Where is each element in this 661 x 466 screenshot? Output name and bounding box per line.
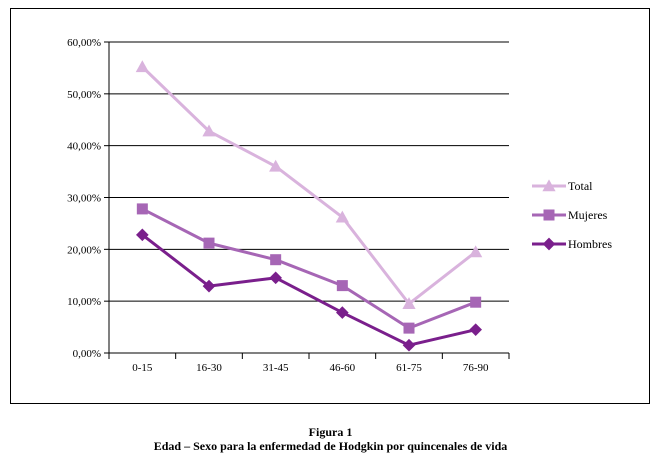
y-tick-label: 40,00% — [67, 141, 101, 153]
data-point-mujeres — [470, 296, 482, 308]
data-point-total — [202, 124, 216, 137]
series-line-mujeres — [141, 207, 477, 330]
data-point-hombres — [269, 271, 282, 285]
legend-label-mujeres: Mujeres — [568, 208, 608, 222]
x-tick-label: 46-60 — [329, 362, 355, 374]
series-line-hombres — [141, 233, 477, 347]
legend-label-hombres: Hombres — [568, 237, 612, 251]
data-point-hombres — [402, 338, 416, 352]
data-point-total — [469, 245, 483, 258]
x-tick-label: 61-75 — [396, 362, 422, 374]
data-point-mujeres — [270, 254, 282, 266]
data-point-total — [335, 210, 349, 223]
data-point-hombres — [336, 306, 349, 319]
data-point-hombres — [469, 323, 482, 336]
x-tick-label: 76-90 — [463, 362, 489, 374]
y-tick-label: 30,00% — [67, 193, 101, 205]
x-tick-label: 0-15 — [132, 362, 153, 374]
y-tick-label: 50,00% — [67, 89, 101, 101]
data-point-mujeres — [336, 280, 348, 292]
x-tick-label: 16-30 — [196, 362, 222, 374]
y-tick-label: 60,00% — [67, 37, 101, 49]
legend-label-total: Total — [568, 179, 593, 193]
figure-caption: Figura 1 Edad – Sexo para la enfermedad … — [0, 425, 661, 453]
legend-marker-hombres — [542, 237, 556, 251]
line-chart: 0,00% 10,00% 20,00% 30,00% 40,00% 50,00% 60,00… — [67, 37, 612, 374]
data-point-total — [402, 297, 416, 310]
figure-label: Figura 1 — [308, 425, 353, 439]
data-point-total — [269, 159, 283, 172]
legend-marker-mujeres — [543, 209, 555, 221]
data-point-mujeres — [203, 237, 215, 249]
y-tick-label: 10,00% — [67, 296, 101, 308]
data-point-hombres — [202, 279, 216, 293]
data-point-hombres — [136, 228, 149, 242]
series-line-total — [141, 65, 477, 306]
x-tick-label: 31-45 — [263, 362, 289, 374]
legend-marker-total — [542, 179, 556, 192]
figure-title: Edad – Sexo para la enfermedad de Hodgki… — [153, 439, 508, 453]
data-point-total — [135, 60, 149, 73]
data-point-mujeres — [136, 203, 148, 215]
chart-frame: 0,00% 10,00% 20,00% 30,00% 40,00% 50,00% 60,00… — [10, 8, 650, 404]
y-tick-label: 20,00% — [67, 244, 101, 256]
y-tick-label: 0,00% — [73, 348, 101, 360]
data-point-mujeres — [403, 322, 415, 334]
